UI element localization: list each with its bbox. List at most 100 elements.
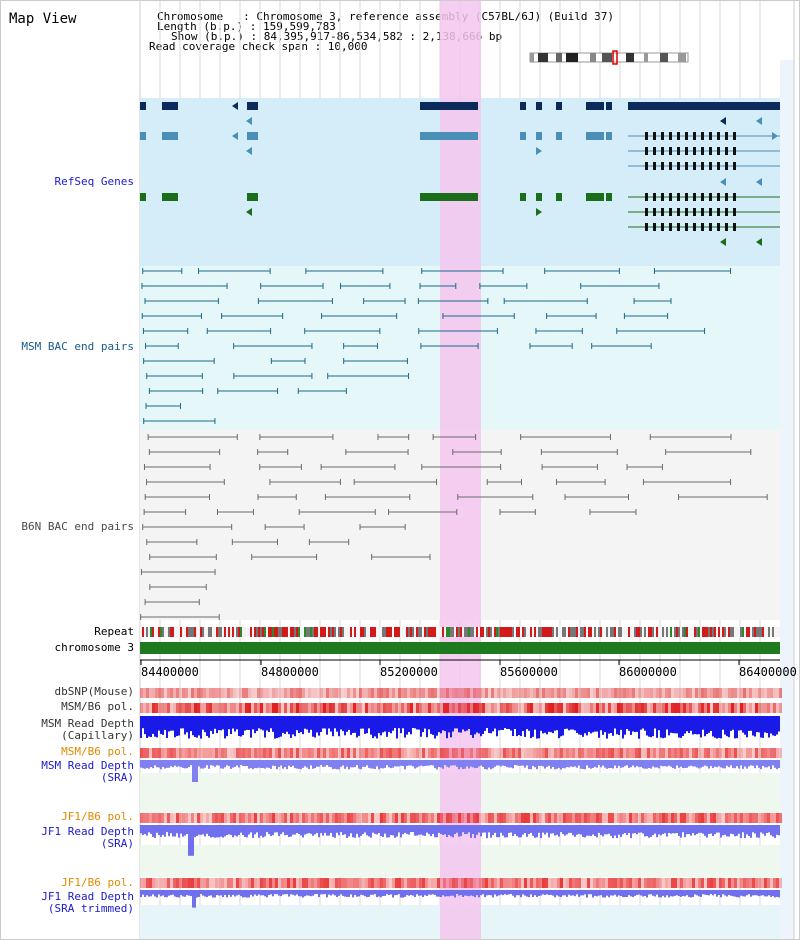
depth-bar: [346, 825, 348, 838]
depth-bar: [558, 760, 560, 768]
depth-bar: [232, 760, 234, 768]
track-label-jf1-depth-trimmed[interactable]: JF1 Read Depth: [41, 890, 134, 903]
heat-cell: [413, 703, 416, 713]
depth-bar: [278, 825, 280, 836]
depth-bar: [708, 760, 710, 769]
heat-cell: [224, 703, 227, 713]
track-label-jf1-b6-pol-2[interactable]: JF1/B6 pol.: [61, 876, 134, 889]
depth-bar: [210, 890, 212, 896]
ideogram-band: [626, 53, 634, 62]
depth-bar: [534, 825, 536, 838]
heat-cell: [461, 688, 464, 698]
track-label-b6n-bac[interactable]: B6N BAC end pairs: [21, 520, 134, 533]
heat-cell: [464, 748, 467, 758]
depth-bar: [398, 760, 400, 767]
track-label-msm-depth-capillary[interactable]: MSM Read Depth: [41, 717, 134, 730]
heat-cell: [653, 688, 656, 698]
heat-cell: [206, 878, 209, 888]
heat-cell: [569, 703, 572, 713]
repeat-element: [458, 627, 460, 637]
depth-bar: [218, 890, 220, 896]
repeat-element: [768, 627, 770, 637]
depth-bar: [316, 825, 318, 833]
heat-cell: [731, 813, 734, 823]
depth-bar: [220, 825, 222, 837]
heat-cell: [368, 878, 371, 888]
heat-cell: [314, 813, 317, 823]
depth-bar: [366, 825, 368, 836]
depth-bar: [354, 716, 356, 733]
depth-bar: [298, 890, 300, 897]
depth-bar: [416, 890, 418, 895]
heat-cell: [200, 688, 203, 698]
depth-bar: [482, 716, 484, 734]
depth-bar: [620, 760, 622, 768]
depth-bar: [724, 760, 726, 769]
heat-cell: [386, 813, 389, 823]
depth-bar: [272, 825, 274, 836]
depth-bar: [146, 890, 148, 896]
depth-bar: [570, 760, 572, 767]
heat-cell: [593, 748, 596, 758]
depth-bar: [704, 760, 706, 766]
heat-cell: [371, 688, 374, 698]
heat-cell: [503, 703, 506, 713]
heat-cell: [149, 688, 152, 698]
heat-cell: [638, 688, 641, 698]
heat-cell: [416, 748, 419, 758]
heat-cell: [416, 878, 419, 888]
depth-bar: [248, 760, 250, 769]
heat-cell: [752, 688, 755, 698]
heat-cell: [347, 748, 350, 758]
depth-bar: [160, 825, 162, 837]
track-label-msm-depth-sra[interactable]: MSM Read Depth: [41, 759, 134, 772]
heat-cell: [503, 748, 506, 758]
heat-cell: [659, 813, 662, 823]
heat-cell: [449, 688, 452, 698]
track-label-jf1-depth[interactable]: JF1 Read Depth: [41, 825, 134, 838]
depth-bar: [170, 825, 172, 834]
depth-bar: [412, 716, 414, 728]
heat-cell: [518, 813, 521, 823]
depth-bar: [530, 825, 532, 833]
heat-cell: [245, 878, 248, 888]
gene-exon: [685, 193, 688, 201]
heat-cell: [443, 748, 446, 758]
heat-cell: [362, 748, 365, 758]
depth-bar: [292, 890, 294, 895]
heat-cell: [704, 688, 707, 698]
track-label-msm-b6-pol-2[interactable]: MSM/B6 pol.: [61, 745, 134, 758]
heat-cell: [359, 878, 362, 888]
depth-bar: [528, 890, 530, 898]
heat-cell: [152, 688, 155, 698]
heat-cell: [482, 688, 485, 698]
track-label-dbsnp[interactable]: dbSNP(Mouse): [54, 685, 134, 698]
heat-cell: [170, 703, 173, 713]
track-label-refseq-genes[interactable]: RefSeq Genes: [54, 175, 134, 188]
track-label-jf1-b6-pol[interactable]: JF1/B6 pol.: [61, 810, 134, 823]
depth-bar: [578, 760, 580, 766]
depth-bar: [308, 890, 310, 896]
heat-cell: [467, 748, 470, 758]
depth-bar: [514, 716, 516, 729]
depth-bar: [762, 825, 764, 834]
gene-exon: [645, 162, 648, 170]
depth-bar: [608, 760, 610, 769]
depth-bar: [518, 716, 520, 735]
depth-bar: [188, 760, 190, 767]
depth-bar: [310, 760, 312, 766]
repeat-element: [354, 627, 356, 637]
depth-bar: [764, 825, 766, 836]
depth-bar: [522, 890, 524, 895]
track-label-msm-b6-pol[interactable]: MSM/B6 pol.: [61, 700, 134, 713]
heat-cell: [566, 813, 569, 823]
depth-bar: [506, 760, 508, 768]
depth-bar: [746, 890, 748, 896]
heat-cell: [764, 703, 767, 713]
depth-bar: [646, 760, 648, 769]
depth-bar: [630, 825, 632, 839]
depth-bar: [696, 760, 698, 768]
track-label-msm-bac[interactable]: MSM BAC end pairs: [21, 340, 134, 353]
heat-cell: [143, 688, 146, 698]
